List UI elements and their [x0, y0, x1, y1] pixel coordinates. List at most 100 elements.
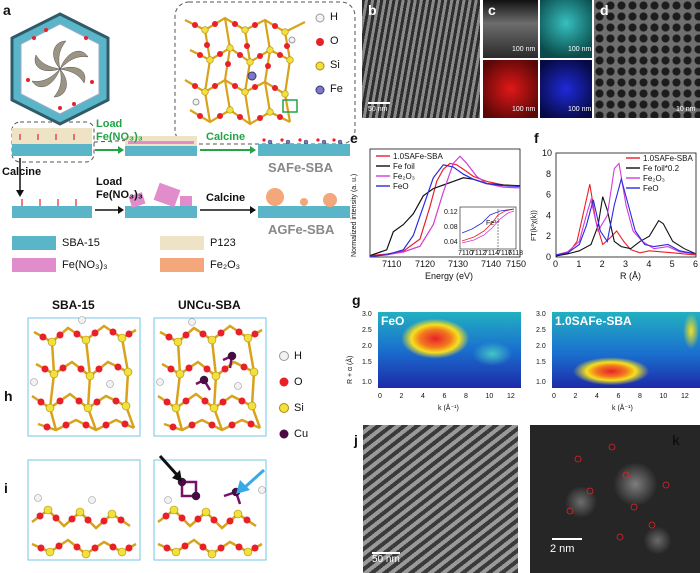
wavelet-ytick-4: 1.0	[362, 379, 372, 386]
inset-annot: Fe³⁺	[486, 220, 501, 227]
wavelet-xtick-left: 6	[443, 393, 447, 400]
xanes-legend-label: Fe₂O₃	[393, 172, 415, 181]
wavelet-ytick-r4: 1.0	[536, 379, 546, 386]
wavelet-xtick-left: 4	[421, 393, 425, 400]
panel-label-k: k	[672, 432, 680, 448]
col-title-uncu: UNCu-SBA	[178, 298, 241, 312]
exafs-ytick: 0	[546, 252, 551, 262]
exafs-legend-label: Fe₂O₃	[643, 174, 665, 183]
scale-text-c4: 100 nm	[568, 106, 592, 113]
exafs-legend-label: FeO	[643, 184, 659, 193]
panel-label-i: i	[4, 480, 8, 496]
calcine-label-bottom: Calcine	[206, 192, 246, 204]
wavelet-ytick-0: 3.0	[362, 311, 372, 318]
exafs-xtick: 5	[670, 259, 675, 269]
wavelet-xtick-right: 12	[681, 393, 689, 400]
xanes-chart: Fe³⁺ 0.12 0.08 0.04 7110 7112 7114 7116 …	[351, 148, 526, 281]
exafs-series-line	[555, 162, 697, 256]
xanes-xtick-0: 7110	[382, 259, 401, 269]
scale-text-c1: 100 nm	[512, 46, 536, 53]
xanes-series-line	[369, 162, 521, 257]
wavelet-ytick-2: 2.0	[362, 343, 372, 350]
haadf-image-k	[530, 425, 700, 573]
xanes-xtick-4: 7150	[506, 259, 526, 269]
scale-text-k: 2 nm	[550, 543, 575, 555]
wavelet-xtick-left: 0	[378, 393, 382, 400]
wavelet-ytick-r3: 1.5	[536, 359, 546, 366]
wavelet-xtick-left: 2	[400, 393, 404, 400]
inset-ytick-1: 0.08	[444, 224, 458, 231]
col-title-sba15: SBA-15	[52, 298, 95, 312]
wavelet-xlabel-right: k (Å⁻¹)	[612, 403, 633, 412]
wavelet-map-feo: FeO	[378, 312, 521, 388]
wavelet-ylabel: R + α (Å)	[345, 356, 354, 384]
black-arrow	[158, 454, 180, 478]
xanes-xtick-1: 7120	[415, 259, 435, 269]
panel-label-e: e	[350, 130, 358, 146]
exafs-ytick: 6	[546, 190, 551, 200]
calcine-label-top: Calcine	[206, 131, 246, 143]
atom-legend-fe: Fe	[330, 83, 343, 95]
legend-sba15: SBA-15	[62, 237, 100, 249]
wavelet-xtick-left: 12	[507, 393, 515, 400]
atom-legend-si: Si	[330, 59, 340, 71]
product-label-agfe: AGFe-SBA	[268, 222, 335, 237]
atom-legend-o: O	[330, 35, 339, 47]
panel-label-g: g	[352, 292, 361, 308]
scale-bar-b	[368, 102, 390, 104]
wavelet-ytick-3: 1.5	[362, 359, 372, 366]
blue-arrow	[242, 468, 266, 490]
xanes-inset-frame	[459, 206, 517, 250]
exafs-chart: 0 1 2 3 4 5 6 0 2 4 6 8 10 R (Å) FT(k²χ(k)) 1.0SAFe-…	[531, 148, 698, 281]
scale-text-j: 50 nm	[372, 554, 400, 565]
inset-curve-magenta	[461, 210, 515, 244]
load-formula-bottom: Fe(NO₃)₃	[96, 189, 143, 201]
exafs-legend-label: Fe foil*0.2	[643, 164, 680, 173]
scale-text-c2: 100 nm	[568, 46, 592, 53]
wavelet-title-safe: 1.0SAFe-SBA	[555, 314, 632, 328]
wavelet-xlabel-left: k (Å⁻¹)	[438, 403, 459, 412]
exafs-xtick: 0	[553, 259, 558, 269]
wavelet-ytick-r1: 2.5	[536, 327, 546, 334]
exafs-series-line	[555, 196, 697, 257]
scale-bar-j	[372, 552, 400, 554]
calcine-label-left: Calcine	[2, 166, 42, 178]
xanes-legend-label: Fe foil	[393, 162, 415, 171]
exafs-xtick: 2	[600, 259, 605, 269]
inset-xtick-3: 7116	[497, 250, 512, 257]
panel-a-schematic	[10, 1, 356, 272]
exafs-series-line	[555, 184, 697, 256]
wavelet-map-safe: 1.0SAFe-SBA	[552, 312, 700, 388]
inset-xtick-1: 7112	[471, 250, 486, 257]
panel-label-f: f	[534, 130, 539, 146]
wavelet-xtick-left: 8	[464, 393, 468, 400]
wavelet-ytick-r2: 2.0	[536, 343, 546, 350]
load-label-top: Load	[96, 118, 123, 130]
eds-map-o	[483, 60, 538, 118]
inset-xtick-4: 7118	[508, 250, 523, 257]
xanes-xtick-2: 7130	[448, 259, 468, 269]
scale-text-c3: 100 nm	[512, 106, 536, 113]
exafs-ytick: 2	[546, 231, 551, 241]
hi-legend-o: O	[294, 376, 303, 388]
wavelet-xtick-right: 4	[595, 393, 599, 400]
structure-models	[27, 316, 289, 561]
panel-label-d: d	[600, 2, 609, 18]
eds-map-si	[540, 0, 592, 58]
xanes-series-line	[369, 164, 521, 257]
wavelet-xtick-right: 0	[552, 393, 556, 400]
hi-legend-cu: Cu	[294, 428, 309, 440]
exafs-legend-label: 1.0SAFe-SBA	[643, 154, 693, 163]
atom-legend-h: H	[330, 11, 338, 23]
inset-curve-blue	[461, 208, 515, 234]
wavelet-xtick-right: 2	[574, 393, 578, 400]
tem-image-j	[363, 425, 518, 573]
stem-image-c	[483, 0, 538, 58]
xanes-legend-label: 1.0SAFe-SBA	[393, 152, 443, 161]
wavelet-ytick-1: 2.5	[362, 327, 372, 334]
product-label-safe: SAFe-SBA	[268, 160, 334, 175]
legend-fe-nitrate: Fe(NO₃)₃	[62, 259, 108, 271]
wavelet-title-feo: FeO	[381, 314, 405, 328]
panel-label-c: c	[488, 2, 496, 18]
panel-label-b: b	[368, 2, 377, 18]
